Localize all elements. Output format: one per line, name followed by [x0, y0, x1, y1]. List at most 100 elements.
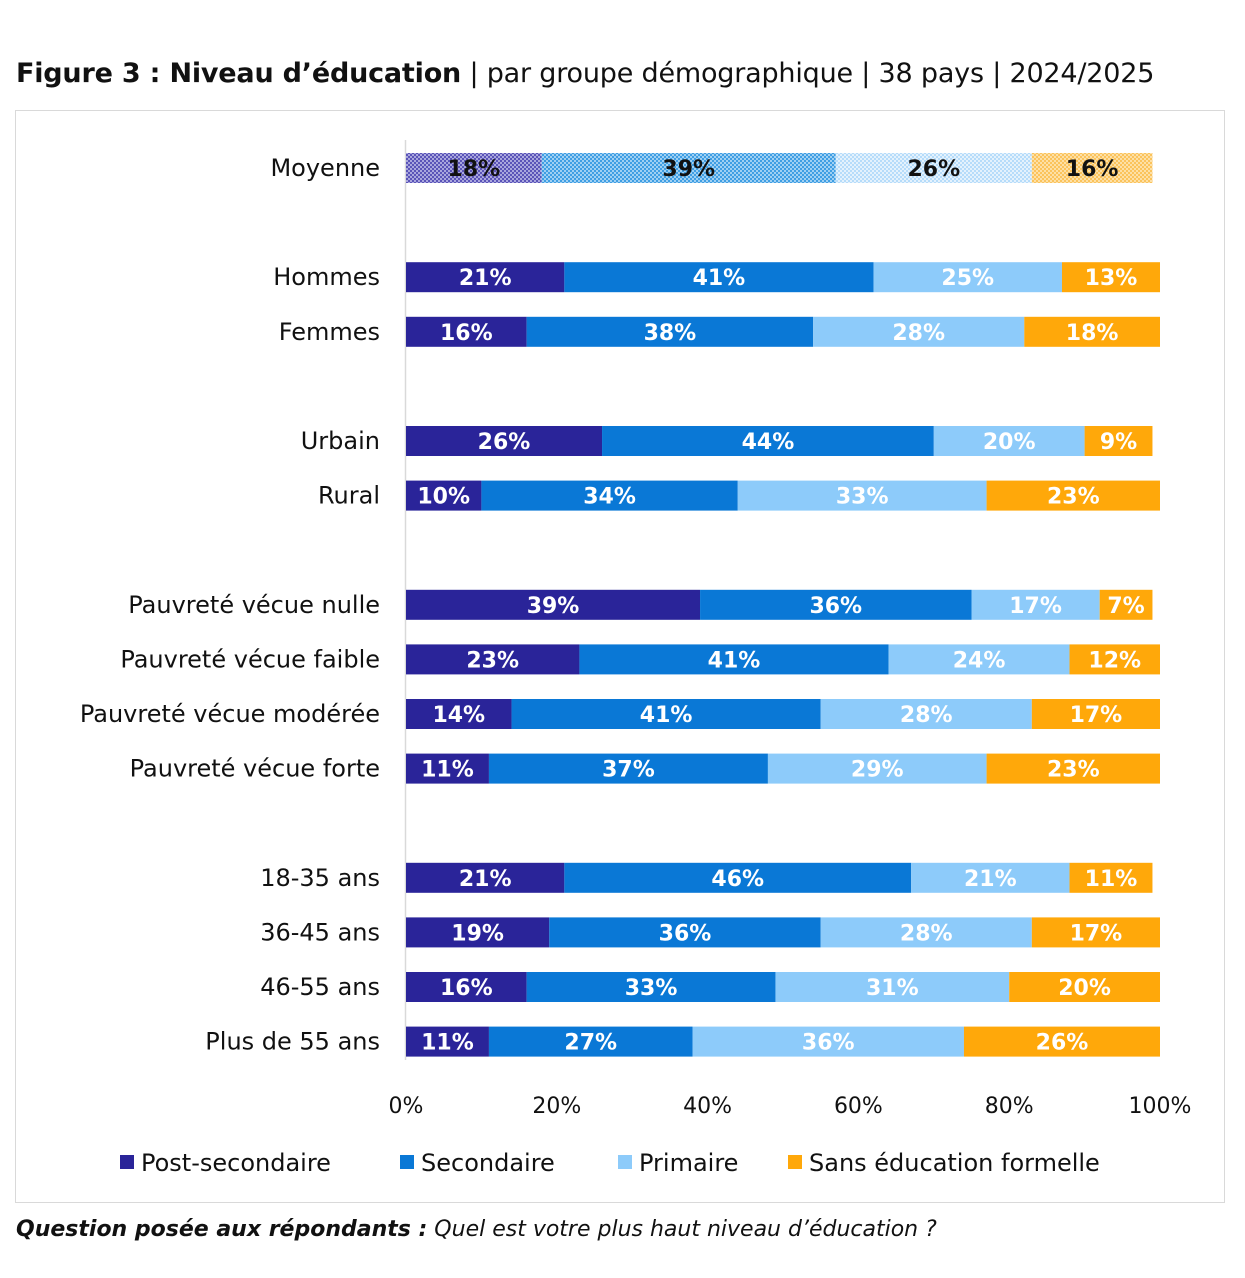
data-label-sans-education-formelle: 26% [1036, 1031, 1089, 1056]
data-label-secondaire: 41% [693, 266, 746, 291]
data-label-secondaire: 41% [708, 648, 761, 673]
bar-row-femmes: 16% 38% 28% 18% [406, 316, 1160, 347]
category-label-plus-de-55-ans: Plus de 55 ans [205, 1028, 380, 1056]
data-label-sans-education-formelle: 7% [1107, 594, 1144, 619]
legend-item-secondaire: Secondaire [400, 1149, 555, 1177]
data-label-post-secondaire: 14% [432, 703, 485, 728]
bar-segment-post-secondaire [406, 699, 512, 729]
data-label-secondaire: 39% [662, 157, 715, 182]
bar-row-pauvrete-vecue-moderee: 14% 41% 28% 17% [406, 699, 1160, 729]
data-label-secondaire: 36% [659, 921, 712, 946]
bar-segment-primaire [835, 153, 1032, 183]
data-label-secondaire: 34% [583, 485, 636, 510]
bar-segment-post-secondaire [406, 753, 489, 784]
bar-segment-secondaire [700, 589, 972, 620]
data-label-primaire: 33% [836, 485, 889, 510]
bar-segment-secondaire [488, 1026, 693, 1057]
data-label-post-secondaire: 21% [459, 266, 512, 291]
bar-segment-sans-education-formelle [986, 753, 1160, 784]
bar-segment-post-secondaire [406, 917, 550, 948]
legend: Post-secondaire Secondaire Primaire Sans éd… [120, 1149, 1100, 1177]
bar-segment-post-secondaire [406, 589, 701, 620]
category-labels: Moyenne Hommes Femmes Urbain Rural Pauvreté v… [80, 154, 380, 1056]
bar-segment-sans-education-formelle [1084, 426, 1153, 456]
x-axis-ticks: 0% 20% 40% 60% 80% 100% [389, 1094, 1192, 1119]
bar-segment-primaire [873, 262, 1062, 293]
bar-segment-post-secondaire [406, 972, 527, 1002]
bar-segment-secondaire [526, 972, 776, 1002]
bar-row-pauvrete-vecue-forte: 11% 37% 29% 23% [406, 753, 1160, 784]
data-label-post-secondaire: 16% [440, 321, 493, 346]
data-label-secondaire: 27% [564, 1031, 617, 1056]
data-label-secondaire: 33% [625, 976, 678, 1001]
legend-label: Sans éducation formelle [809, 1149, 1100, 1177]
data-label-sans-education-formelle: 9% [1100, 430, 1137, 455]
data-label-secondaire: 46% [711, 867, 764, 892]
category-label-pauvrete-vecue-forte: Pauvreté vécue forte [130, 755, 380, 783]
bar-row-moyenne: 18% 39% 26% 16% [406, 153, 1153, 183]
x-tick-label: 40% [683, 1094, 732, 1119]
bar-segment-primaire [692, 1026, 964, 1057]
data-label-secondaire: 41% [640, 703, 693, 728]
data-label-post-secondaire: 18% [448, 157, 501, 182]
bar-segment-primaire [767, 753, 987, 784]
data-label-primaire: 26% [907, 157, 960, 182]
category-label-pauvrete-vecue-moderee: Pauvreté vécue modérée [80, 700, 380, 728]
survey-question: Question posée aux répondants : Quel est… [16, 1217, 937, 1242]
bars: 18% 39% 26% 16% 21% 41% 25% 13% 16% 38% 28% 18% 26% 4… [406, 153, 1160, 1057]
data-label-primaire: 17% [1009, 594, 1062, 619]
data-label-sans-education-formelle: 11% [1085, 867, 1138, 892]
bar-segment-sans-education-formelle [1069, 862, 1153, 893]
bar-segment-sans-education-formelle [1061, 262, 1160, 293]
data-label-primaire: 29% [851, 758, 904, 783]
bar-row-plus-de-55-ans: 11% 27% 36% 26% [406, 1026, 1160, 1057]
bar-segment-primaire [775, 972, 1010, 1002]
bar-segment-primaire [911, 862, 1070, 893]
data-label-secondaire: 37% [602, 758, 655, 783]
figure-title-subtitle: | par groupe démographique | 38 pays | 2… [461, 58, 1155, 89]
bar-segment-secondaire [564, 862, 912, 893]
category-label-femmes: Femmes [279, 318, 380, 346]
data-label-post-secondaire: 21% [459, 867, 512, 892]
data-label-post-secondaire: 11% [421, 1031, 474, 1056]
bar-segment-primaire [888, 644, 1070, 675]
legend-swatch [120, 1155, 134, 1169]
bar-segment-post-secondaire [406, 262, 565, 293]
bar-segment-secondaire [541, 153, 836, 183]
data-label-sans-education-formelle: 17% [1070, 703, 1123, 728]
bar-segment-primaire [820, 699, 1032, 729]
data-label-post-secondaire: 19% [451, 921, 504, 946]
bar-row-18-35-ans: 21% 46% 21% 11% [406, 862, 1153, 893]
data-label-primaire: 31% [866, 976, 919, 1001]
data-label-sans-education-formelle: 16% [1066, 157, 1119, 182]
category-label-hommes: Hommes [273, 263, 380, 291]
bar-row-pauvrete-vecue-faible: 23% 41% 24% 12% [406, 644, 1160, 675]
x-tick-label: 80% [985, 1094, 1034, 1119]
category-label-pauvrete-vecue-faible: Pauvreté vécue faible [120, 645, 380, 673]
bar-segment-post-secondaire [406, 316, 527, 347]
category-label-rural: Rural [318, 482, 380, 510]
category-label-pauvrete-vecue-nulle: Pauvreté vécue nulle [128, 591, 380, 619]
legend-item-primaire: Primaire [618, 1149, 738, 1177]
bar-segment-secondaire [549, 917, 821, 948]
data-label-post-secondaire: 16% [440, 976, 493, 1001]
bar-row-pauvrete-vecue-nulle: 39% 36% 17% 7% [406, 589, 1153, 620]
data-label-sans-education-formelle: 23% [1047, 758, 1100, 783]
bar-segment-sans-education-formelle [1031, 917, 1160, 948]
data-label-primaire: 28% [900, 703, 953, 728]
category-label-36-45-ans: 36-45 ans [260, 918, 380, 946]
figure-title: Figure 3 : Niveau d’éducation | par grou… [16, 58, 1154, 89]
x-tick-label: 100% [1129, 1094, 1192, 1119]
bar-segment-secondaire [579, 644, 889, 675]
bar-segment-primaire [820, 917, 1032, 948]
survey-question-text: Quel est votre plus haut niveau d’éducat… [427, 1217, 937, 1242]
bar-row-46-55-ans: 16% 33% 31% 20% [406, 972, 1160, 1002]
data-label-primaire: 36% [802, 1031, 855, 1056]
data-label-sans-education-formelle: 20% [1058, 976, 1111, 1001]
survey-question-label: Question posée aux répondants : [16, 1217, 428, 1242]
bar-segment-secondaire [526, 316, 814, 347]
data-label-secondaire: 36% [809, 594, 862, 619]
bar-segment-secondaire [602, 426, 934, 456]
bar-segment-post-secondaire [406, 1026, 489, 1057]
